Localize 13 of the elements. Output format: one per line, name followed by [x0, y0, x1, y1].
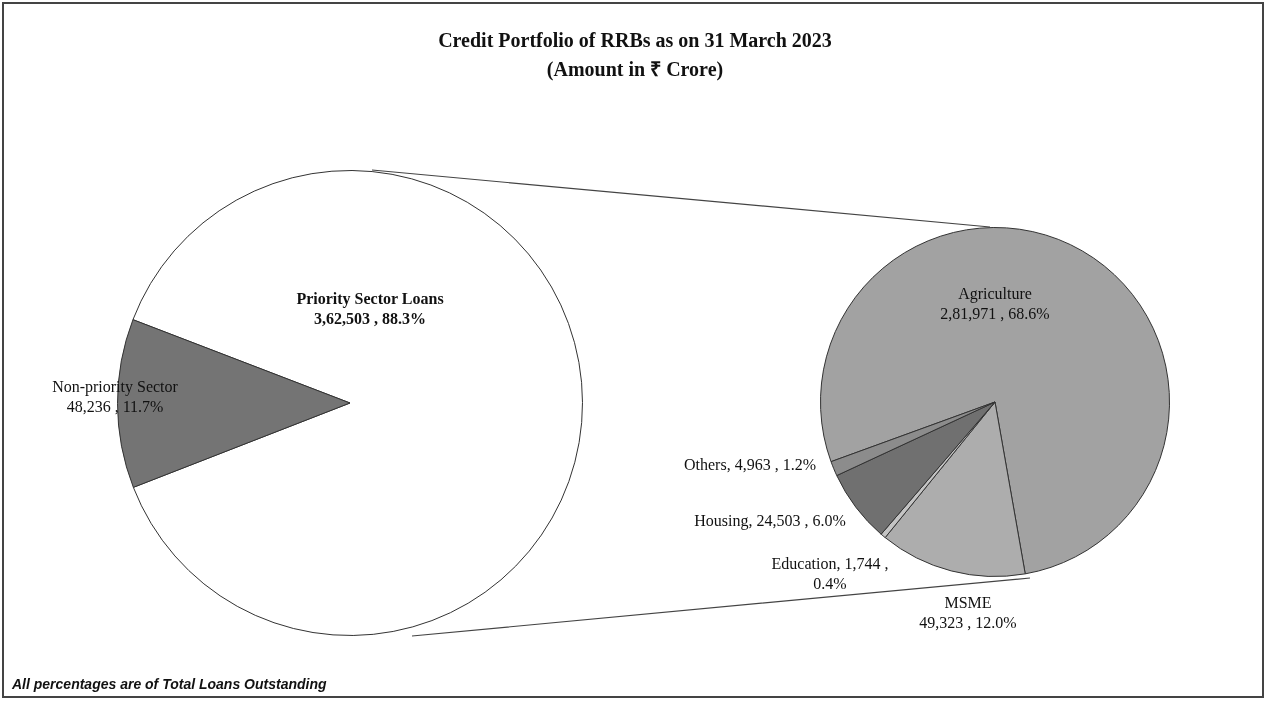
text: (Amount in ₹ Crore): [545, 57, 725, 83]
text: All percentages are of Total Loans Outstanding: [12, 676, 327, 692]
slice-label: MSME: [944, 594, 992, 612]
data-label: 48,236 , 11.7%: [66, 398, 164, 416]
text: Credit Portfolio of RRBs as on 31 March 2023: [437, 28, 833, 53]
slice-label: Agriculture: [958, 285, 1032, 304]
slice-label: Housing, 24,503 , 6.0%: [694, 512, 846, 531]
data-label: 49,323 , 12.0%: [919, 614, 1017, 632]
slice-label: Priority Sector Loans: [296, 290, 444, 309]
slice-label: Education, 1,744 , 0.4%: [771, 555, 889, 593]
data-label: 3,62,503 , 88.3%: [314, 310, 426, 328]
data-label: 2,81,971 , 68.6%: [940, 305, 1050, 323]
slice-label: Others, 4,963 , 1.2%: [684, 456, 816, 474]
